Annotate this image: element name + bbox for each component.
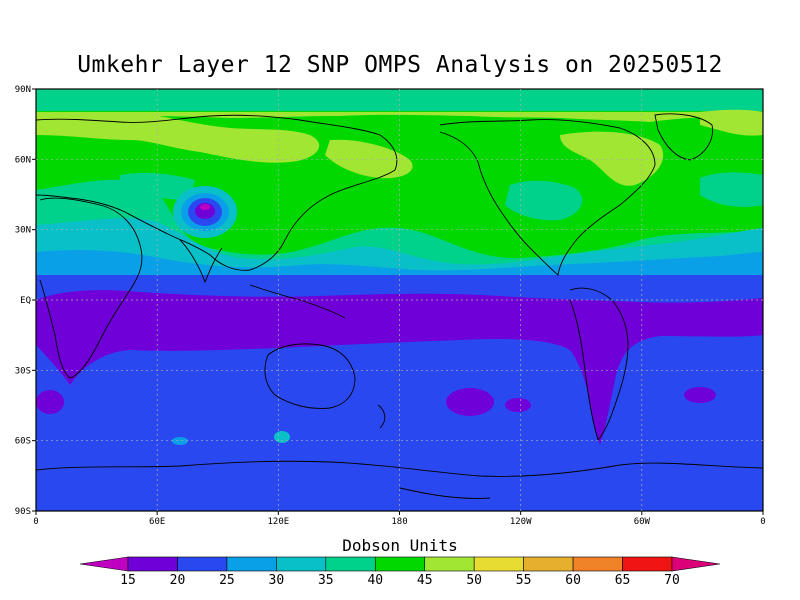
contour-25-30-so2 (274, 431, 290, 443)
latitude-labels: 90N 60N 30N EQ 30S 60S 90S (15, 85, 36, 517)
contour-45-50-na (560, 131, 664, 186)
contour-35-40-asia (120, 172, 195, 200)
colorbar-level-label: 15 (120, 573, 136, 588)
lat-label: EQ (20, 296, 31, 306)
lon-label: 60E (149, 517, 165, 527)
contour-30-35 (36, 218, 763, 275)
longitude-labels: 0 60E 120E 180 120W 60W 0 (33, 511, 766, 527)
lat-label: 30N (15, 226, 31, 236)
lat-label: 60N (15, 155, 31, 165)
colorbar-swatch (572, 556, 623, 572)
lat-label: 90N (15, 85, 31, 95)
colorbar-level-label: 45 (417, 573, 433, 588)
contour-15-20-satl (684, 387, 716, 403)
lon-label: 0 (760, 517, 765, 527)
colorbar-level-label: 30 (269, 573, 285, 588)
colorbar-swatch (473, 556, 524, 572)
contour-15-20-spac2 (505, 398, 531, 412)
lat-label: 90S (15, 507, 31, 517)
colorbar-title: Dobson Units (342, 536, 458, 555)
lon-label: 60W (634, 517, 651, 527)
colorbar-level-label: 40 (367, 573, 383, 588)
colorbar-under-triangle (79, 556, 129, 572)
contour-45-50-eurasia (36, 112, 320, 163)
contour-45-50-arctic (36, 112, 763, 122)
lat-label: 30S (15, 366, 31, 376)
colorbar-level-label: 60 (565, 573, 581, 588)
contour-35-40-na (505, 180, 583, 221)
contour-35-40 (36, 179, 763, 275)
contour-45-50-npac (325, 139, 413, 179)
colorbar-level-label: 65 (615, 573, 631, 588)
colorbar-swatch (622, 556, 673, 572)
colorbar-swatch (127, 556, 178, 572)
colorbar-level-label: 35 (318, 573, 334, 588)
lon-label: 180 (391, 517, 407, 527)
colorbar-swatch (177, 556, 228, 572)
colorbar-level-label: 50 (466, 573, 482, 588)
graticule (36, 89, 763, 511)
contour-45-50-greenland (700, 109, 763, 136)
lon-label: 120E (267, 517, 289, 527)
contour-25-30-so1 (172, 437, 188, 445)
contour-15-20-tropics (36, 290, 763, 445)
contour-25-30 (36, 250, 763, 275)
contour-15-20-spac (446, 388, 494, 416)
colorbar-swatch (325, 556, 376, 572)
colorbar-swatch (523, 556, 574, 572)
colorbar-over-triangle (671, 556, 721, 572)
colorbar-level-label: 25 (219, 573, 235, 588)
colorbar-swatch (424, 556, 475, 572)
contour-15-20-sa (36, 390, 64, 414)
colorbar-swatch (226, 556, 277, 572)
contour-35-40-atl (700, 172, 763, 207)
lat-label: 60S (15, 437, 31, 447)
colorbar-swatch (374, 556, 426, 572)
contour-15-asia-low (200, 204, 210, 210)
map-title: Umkehr Layer 12 SNP OMPS Analysis on 202… (77, 52, 723, 78)
colorbar-swatch (276, 556, 327, 572)
colorbar-level-label: 20 (170, 573, 186, 588)
colorbar: 15 20 25 30 35 40 45 50 55 60 65 70 (79, 556, 721, 588)
lon-label: 120W (510, 517, 532, 527)
colorbar-level-label: 55 (516, 573, 532, 588)
colorbar-level-label: 70 (664, 573, 680, 588)
lon-label: 0 (33, 517, 38, 527)
